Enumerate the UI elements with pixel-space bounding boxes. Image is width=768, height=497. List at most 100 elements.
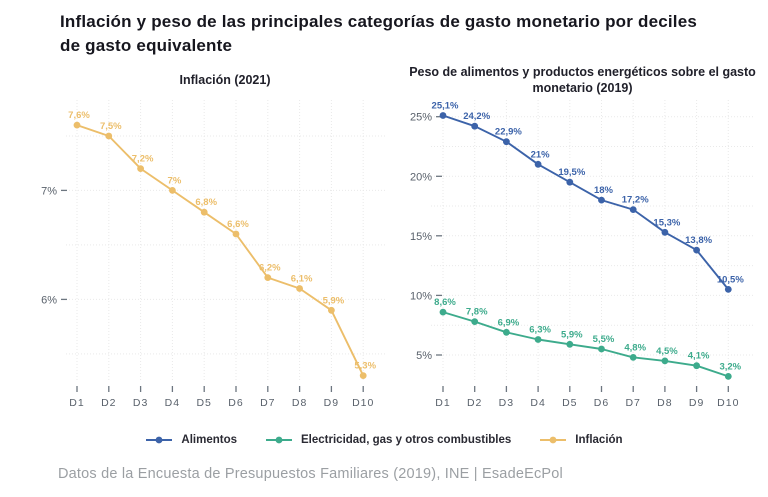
data-point-label: 6,9% [498,317,520,328]
y-tick-label: 15% [410,231,432,243]
series-electricidad-gas-y-otros-combustibles: 8,6% 7,8% 6,9% 6,3% 5,9% 5,5% 4,8% 4,5% 4,1% 3,2% [434,297,742,380]
data-point-label: 10,5% [717,274,744,285]
data-point [439,112,447,119]
data-point-label: 4,8% [624,342,646,353]
series-inflaci-n: 7,6% 7,5% 7,2% 7% 6,8% 6,6% 6,2% 6,1% 5,9% 5,3% [68,110,377,379]
series-alimentos: 25,1% 24,2% 22,9% 21% 19,5% 18% 17,2% 15,3% 13,8… [432,101,744,293]
data-point-label: 18% [594,185,614,196]
data-point-label: 21% [531,149,551,160]
data-point-label: 15,3% [653,217,680,228]
legend-label: Electricidad, gas y otros combustibles [301,434,512,446]
data-point [169,187,176,194]
x-tick-label: D1 [69,397,84,408]
x-tick-label: D10 [352,397,374,408]
x-tick-label: D10 [717,397,739,408]
data-point [661,228,669,236]
data-point [629,354,637,361]
x-tick-label: D4 [165,397,180,408]
data-point [73,121,81,129]
data-point [137,165,144,172]
data-point [296,285,303,292]
y-tick-label: 20% [410,171,432,183]
series-line [442,311,730,378]
data-point [693,246,700,254]
data-point [503,328,510,336]
data-point-label: 6,3% [529,325,551,336]
data-point [534,336,542,343]
x-tick-label: D6 [228,397,243,408]
legend-item-alimentos: Alimentos [145,434,237,446]
data-point-label: 25,1% [432,101,459,112]
x-tick-label: D7 [260,397,275,408]
x-axis: D1 D2 D3 D4 D5 D6 D7 D8 D9 D10 [69,386,374,408]
y-axis: 7% 6% [41,185,67,306]
data-point [264,274,272,281]
data-point-label: 7,8% [466,307,488,318]
data-point-label: 24,2% [463,111,490,122]
source-note: Datos de la Encuesta de Presupuestos Fam… [58,466,563,482]
data-point [693,362,700,370]
data-point [439,308,447,316]
x-tick-label: D6 [594,397,609,408]
data-point-label: 6,1% [291,274,313,285]
data-point [724,373,732,380]
y-tick-label: 5% [416,350,432,362]
legend-line-marker-icon [146,436,173,444]
data-point-label: 5,5% [593,334,615,345]
data-point [661,357,669,365]
data-point [105,132,113,140]
data-point [200,208,208,216]
data-point [471,122,479,130]
x-tick-label: D3 [133,397,148,408]
data-point-label: 22,9% [495,127,522,138]
x-tick-label: D5 [562,397,577,408]
x-tick-label: D5 [196,397,211,408]
x-tick-label: D4 [530,397,545,408]
data-point-label: 6,6% [227,219,249,230]
data-point-label: 3,2% [719,361,741,372]
weights-chart-title: Peso de alimentos y productos energético… [409,65,756,96]
data-point-label: 5,9% [561,329,583,340]
legend-line-marker-icon [540,436,567,444]
data-point-label: 6,2% [259,263,281,274]
data-point [534,160,542,168]
x-tick-label: D8 [657,397,672,408]
x-tick-label: D7 [625,397,640,408]
legend: Alimentos Electricidad, gas y otros combu… [0,434,768,446]
series-line [442,114,730,291]
data-point-label: 7% [168,175,182,186]
gridlines [66,100,386,380]
x-tick-label: D8 [292,397,307,408]
data-point-label: 4,5% [656,346,678,357]
data-point [629,206,637,213]
legend-line-marker-icon [266,436,293,444]
data-point [359,372,367,379]
inflation-line-chart: 7% 6% D1 D2 D3 D4 D5 D6 D7 D8 D9 D10 7,6% 7,5% 7,2% 7% 6… [41,100,386,408]
data-point [598,196,605,204]
data-point-label: 6,8% [195,197,217,208]
x-axis: D1 D2 D3 D4 D5 D6 D7 D8 D9 D10 [435,386,739,408]
x-tick-label: D1 [435,397,450,408]
data-point [598,345,605,353]
data-point-label: 7,2% [132,154,154,165]
data-point-label: 5,9% [323,295,345,306]
data-point-label: 19,5% [558,167,585,178]
x-tick-label: D2 [101,397,116,408]
data-point [566,340,574,348]
legend-item-inflaci-n: Inflación [539,434,623,446]
data-point-label: 13,8% [685,235,712,246]
data-point [503,138,510,146]
data-point [232,230,240,238]
figure-title: Inflación y peso de las principales cate… [60,12,698,56]
inflation-chart-title: Inflación (2021) [179,73,271,87]
data-point-label: 7,5% [100,121,122,132]
data-point [328,306,335,314]
y-tick-label: 10% [410,290,432,302]
legend-label: Inflación [575,434,623,446]
data-point [566,178,574,186]
y-tick-label: 25% [410,112,432,124]
y-tick-label: 7% [41,185,57,197]
x-tick-label: D9 [689,397,704,408]
data-point [724,286,732,293]
